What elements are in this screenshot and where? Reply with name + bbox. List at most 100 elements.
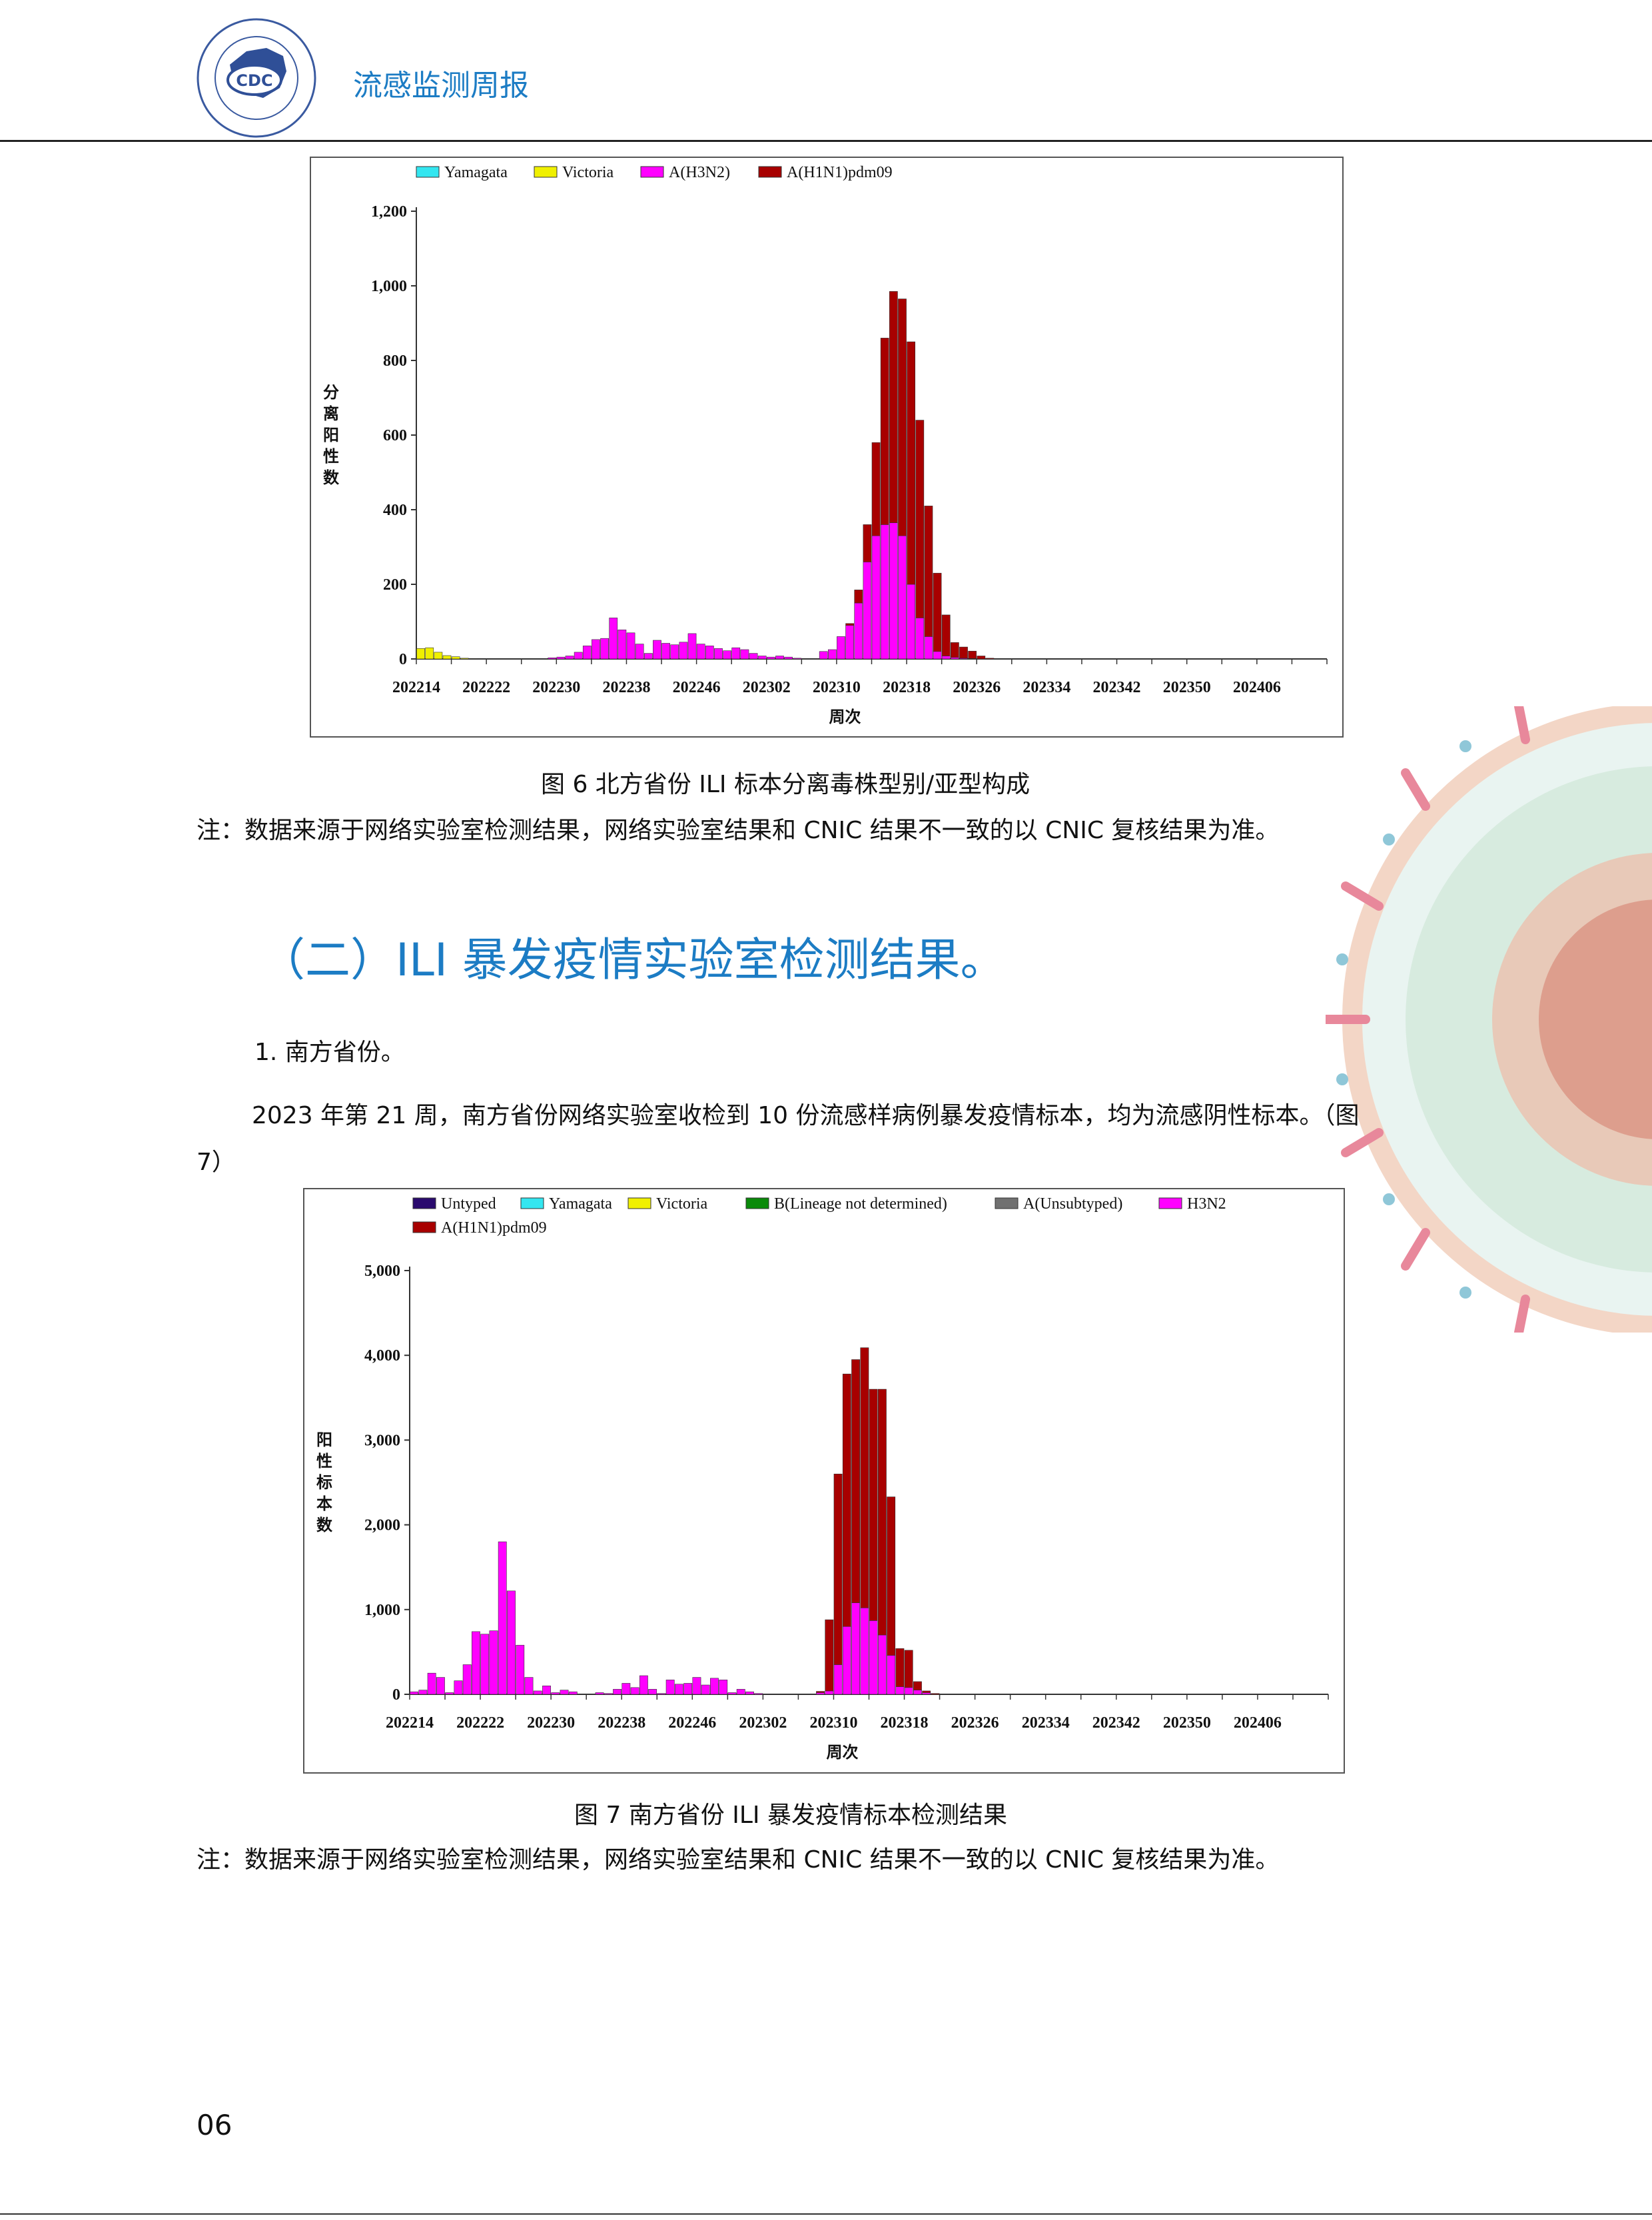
fig6-legend-label-1: Victoria <box>562 164 614 181</box>
fig7-x-tick-label: 202406 <box>1234 1714 1282 1732</box>
fig6-x-tick-label: 202238 <box>602 679 650 696</box>
fig7-bar-H3N2-27 <box>648 1689 657 1695</box>
section-heading: （二）ILI 暴发疫情实验室检测结果。 <box>260 934 1006 987</box>
fig6-bar-H3N2-17 <box>565 656 574 660</box>
fig6-x-tick-label: 202350 <box>1163 679 1211 696</box>
fig6-bar-H3N2-53 <box>880 524 889 660</box>
fig7-legend-swatch-3 <box>745 1197 769 1209</box>
fig7-bar-H3N2-14 <box>533 1690 542 1695</box>
fig7-bar-H1N1-52 <box>869 1388 878 1621</box>
fig7-bar-H3N2-30 <box>674 1684 683 1695</box>
cdc-logo: CDC <box>197 18 316 138</box>
fig7-legend-swatch-2 <box>627 1197 651 1209</box>
fig6-bar-H3N2-43 <box>793 658 802 660</box>
fig6-x-axis-title: 周次 <box>829 708 861 726</box>
fig6-bar-H3N2-34 <box>714 648 723 660</box>
fig6-bar-H3N2-35 <box>723 650 731 660</box>
fig6-y-tick-label: 0 <box>399 651 407 668</box>
fig7-bar-H3N2-37 <box>736 1689 745 1695</box>
fig7-legend-swatch-6 <box>412 1221 436 1233</box>
fig7-bar-H3N2-23 <box>613 1689 622 1695</box>
fig6-legend-label-0: Yamagata <box>444 164 508 181</box>
fig7-legend-label-2: Victoria <box>656 1195 708 1213</box>
fig7-bar-H3N2-13 <box>524 1677 534 1695</box>
fig7-bar-H1N1-49 <box>842 1373 851 1627</box>
fig7-bar-H1N1-55 <box>895 1648 905 1687</box>
fig7-legend-label-3: B(Lineage not determined) <box>774 1195 947 1213</box>
fig7-bar-H3N2-36 <box>727 1692 737 1695</box>
fig7-bar-H3N2-38 <box>745 1691 754 1695</box>
fig6-x-tick-label: 202318 <box>883 679 931 696</box>
fig6-bar-H3N2-18 <box>574 652 583 660</box>
fig6-x-tick-label: 202214 <box>392 679 440 696</box>
fig7-bar-H3N2-15 <box>542 1685 551 1695</box>
fig7-bar-H3N2-5 <box>454 1680 463 1695</box>
fig6-x-tick-label: 202230 <box>532 679 580 696</box>
fig6-bar-H3N2-37 <box>740 649 749 660</box>
fig6-bar-H1N1-52 <box>871 442 881 536</box>
fig6-y-tick-label: 200 <box>383 576 407 594</box>
fig6-bar-H1N1-49 <box>845 623 855 626</box>
fig6-bar-H3N2-56 <box>907 584 916 660</box>
fig6-bar-H3N2-25 <box>635 644 644 660</box>
fig6-y-tick-label: 1,000 <box>371 278 407 295</box>
fig7-bar-H3N2-49 <box>842 1626 851 1695</box>
fig7-y-tick-label: 1,000 <box>364 1602 400 1619</box>
fig6-bar-H1N1-58 <box>924 506 933 637</box>
fig7-bar-H3N2-2 <box>427 1672 436 1695</box>
fig6-x-tick-label: 202406 <box>1233 679 1281 696</box>
fig7-x-tick-label: 202318 <box>881 1714 929 1732</box>
fig7-legend-label-5: H3N2 <box>1187 1195 1226 1213</box>
fig6-bar-H1N1-55 <box>898 298 907 536</box>
fig7-y-tick-label: 4,000 <box>364 1347 400 1365</box>
fig6-bar-H3N2-59 <box>933 651 942 660</box>
fig7-x-tick-label: 202222 <box>456 1714 504 1732</box>
fig6-bar-H3N2-19 <box>582 646 592 660</box>
fig6-legend-swatch-3 <box>758 166 782 178</box>
fig6-bar-H3N2-61 <box>950 657 959 660</box>
fig7-legend-label-1: Yamagata <box>549 1195 612 1213</box>
fig6-bar-H1N1-50 <box>854 590 863 604</box>
fig7-bar-H1N1-51 <box>860 1347 869 1608</box>
fig6-bar-H3N2-54 <box>889 522 898 660</box>
fig7-x-tick-label: 202350 <box>1163 1714 1211 1732</box>
fig6-bar-Victoria-6 <box>469 658 478 660</box>
fig6-bar-H1N1-64 <box>977 656 986 660</box>
fig7-legend-swatch-1 <box>520 1197 544 1209</box>
fig6-bar-Victoria-0 <box>416 648 425 660</box>
fig7-bar-H3N2-7 <box>472 1631 480 1695</box>
fig7-x-tick-label: 202214 <box>386 1714 434 1732</box>
fig7-bar-H3N2-21 <box>595 1692 604 1695</box>
fig7-x-tick-label: 202326 <box>951 1714 999 1732</box>
fig6-y-axis-title: 分离阳性数 <box>323 383 340 487</box>
fig6-bar-H3N2-36 <box>731 647 741 660</box>
fig7-bar-H3N2-11 <box>507 1590 516 1695</box>
fig7-y-axis-title: 阳性标本数 <box>316 1430 333 1534</box>
fig7-bar-H3N2-16 <box>551 1692 560 1695</box>
fig6-bar-H1N1-59 <box>933 572 942 652</box>
fig7-bar-H1N1-50 <box>851 1359 861 1603</box>
fig6-bar-H3N2-47 <box>827 649 837 660</box>
paragraph-line2: 7） <box>197 1149 236 1176</box>
fig7-x-tick-label: 202334 <box>1022 1714 1070 1732</box>
fig6-bar-H3N2-22 <box>609 618 618 660</box>
fig7-bar-H1N1-54 <box>887 1496 896 1656</box>
figure7-chart: Untyped Yamagata Victoria B(Lineage not det… <box>303 1188 1345 1774</box>
fig6-y-tick-label: 400 <box>383 502 407 519</box>
fig7-y-tick-label: 0 <box>392 1686 400 1704</box>
fig6-bar-H3N2-49 <box>845 625 855 660</box>
fig7-bar-H3N2-18 <box>568 1691 578 1695</box>
fig7-bar-H3N2-12 <box>516 1644 525 1695</box>
fig7-x-tick-label: 202246 <box>668 1714 716 1732</box>
fig7-bar-H1N1-58 <box>922 1690 931 1693</box>
fig7-bar-H3N2-10 <box>498 1541 507 1695</box>
fig6-x-tick-label: 202302 <box>743 679 791 696</box>
fig6-x-tick-label: 202342 <box>1093 679 1141 696</box>
fig6-bar-H1N1-56 <box>907 341 916 585</box>
header-title: 流感监测周报 <box>353 69 529 103</box>
fig6-bar-H1N1-54 <box>889 291 898 523</box>
fig7-bar-H3N2-4 <box>445 1692 454 1695</box>
fig7-bar-H3N2-46 <box>816 1692 825 1695</box>
fig6-bar-H3N2-21 <box>600 638 609 660</box>
page-number: 06 <box>197 2109 232 2141</box>
